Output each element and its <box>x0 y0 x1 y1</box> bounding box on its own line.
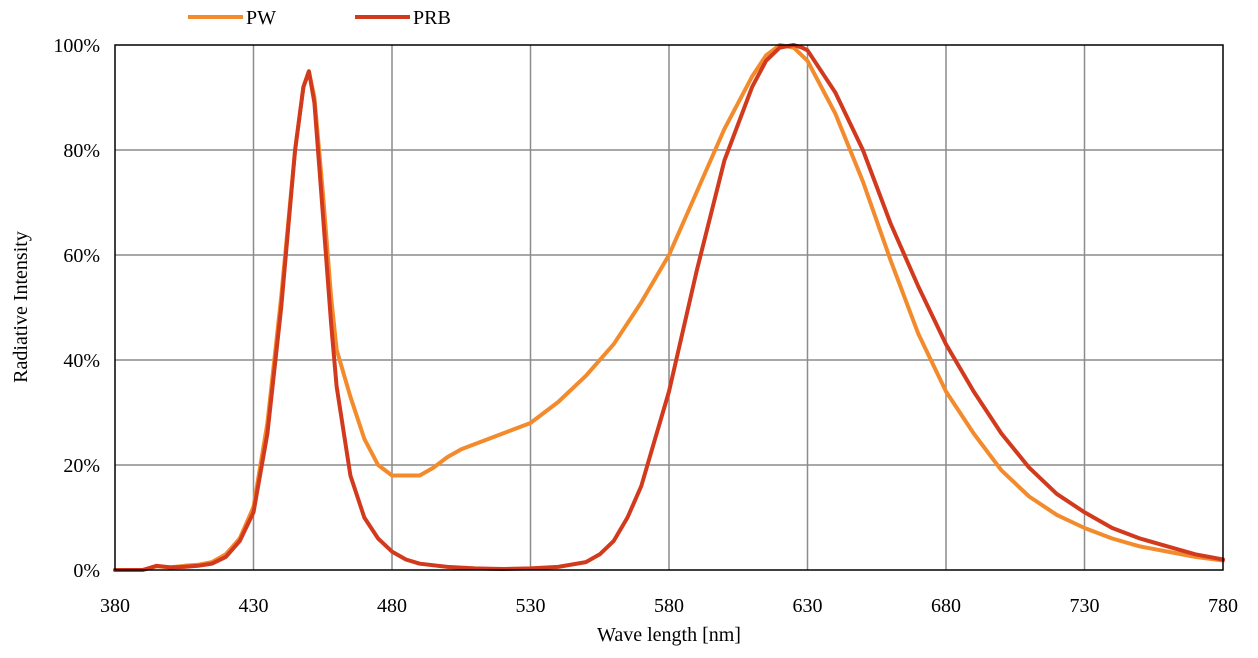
legend-label-pw: PW <box>246 7 276 29</box>
y-tick-label: 100% <box>53 35 100 57</box>
legend-label-prb: PRB <box>413 7 451 29</box>
x-axis-tick-labels: 380 430 480 530 580 630 680 730 780 <box>100 595 1238 617</box>
x-tick-label: 680 <box>931 595 961 617</box>
x-tick-label: 580 <box>654 595 684 617</box>
y-axis-tick-labels: 0% 20% 40% 60% 80% 100% <box>53 35 100 582</box>
x-tick-label: 480 <box>377 595 407 617</box>
plot-area-frame <box>114 44 1224 571</box>
y-tick-label: 0% <box>73 560 100 582</box>
grid <box>115 45 1223 570</box>
series-layer <box>113 43 1225 572</box>
y-tick-label: 20% <box>63 455 100 477</box>
x-tick-label: 430 <box>239 595 269 617</box>
x-axis-title: Wave length [nm] <box>597 624 741 646</box>
x-tick-label: 530 <box>516 595 546 617</box>
y-tick-label: 40% <box>63 350 100 372</box>
x-tick-label: 730 <box>1070 595 1100 617</box>
series-line-prb <box>113 43 1225 572</box>
legend: PW PRB <box>188 7 451 29</box>
y-tick-label: 80% <box>63 140 100 162</box>
x-tick-label: 380 <box>100 595 130 617</box>
x-tick-label: 780 <box>1208 595 1238 617</box>
y-axis-title: Radiative Intensity <box>10 231 32 383</box>
x-tick-label: 630 <box>793 595 823 617</box>
y-tick-label: 60% <box>63 245 100 267</box>
